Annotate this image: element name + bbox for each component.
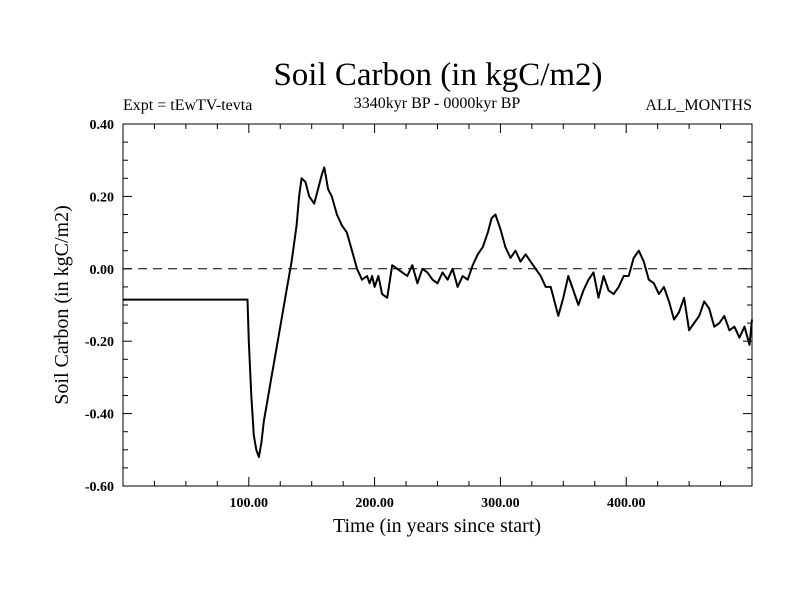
y-tick-label: -0.20 xyxy=(85,335,114,350)
y-axis-ticks: -0.60 -0.40 -0.20 0.00 0.20 0.40 xyxy=(85,118,752,495)
chart-title: Soil Carbon (in kgC/m2) xyxy=(273,57,602,93)
x-tick-label: 100.00 xyxy=(230,496,269,511)
series-line-soil-carbon xyxy=(123,166,753,458)
y-tick-label: 0.00 xyxy=(90,263,115,278)
x-tick-label: 200.00 xyxy=(355,496,394,511)
x-tick-label: 400.00 xyxy=(607,496,646,511)
period-label: 3340kyr BP - 0000kyr BP xyxy=(354,95,521,112)
y-axis-label: Soil Carbon (in kgC/m2) xyxy=(51,205,73,404)
x-axis-ticks: 100.00 200.00 300.00 400.00 xyxy=(122,124,753,511)
y-tick-label: -0.40 xyxy=(85,408,114,423)
experiment-label: Expt = tEwTV-tevta xyxy=(123,97,252,114)
series-group xyxy=(123,166,753,458)
y-tick-label: -0.60 xyxy=(85,480,114,495)
y-tick-label: 0.40 xyxy=(90,118,115,133)
y-tick-label: 0.20 xyxy=(90,190,115,205)
months-label: ALL_MONTHS xyxy=(645,97,752,114)
x-tick-label: 300.00 xyxy=(481,496,520,511)
plot-frame xyxy=(122,123,753,487)
x-axis-label: Time (in years since start) xyxy=(333,515,541,537)
